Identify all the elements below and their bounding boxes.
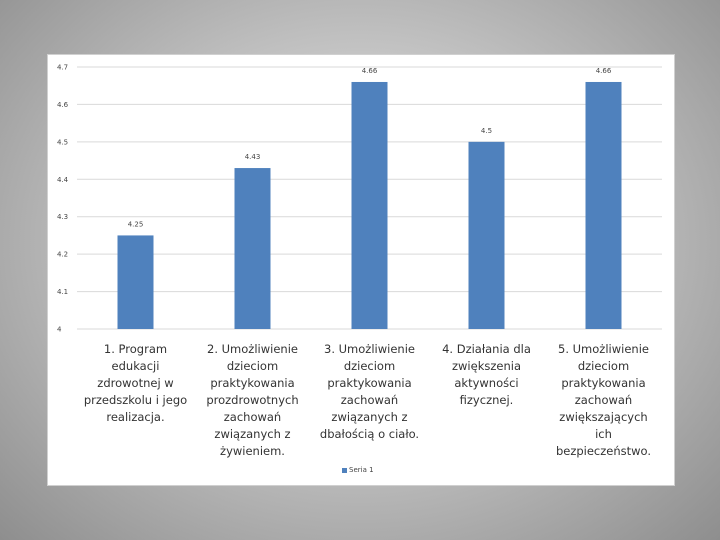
bar [117,235,154,329]
category-label: 2. Umożliwienie dzieciom praktykowania p… [206,342,299,458]
category-label: 3. Umożliwienie dzieciom praktykowania z… [319,342,420,441]
legend-swatch [342,467,347,473]
bar-chart: 4 4.1 4.2 4.3 4.4 4.5 4.6 4.7 4.25 4.43 4.66 4.5 4.6… [57,64,662,334]
bar [234,168,271,329]
y-tick-label: 4.1 [57,288,68,296]
y-tick-label: 4 [57,326,62,334]
y-tick-label: 4.2 [57,251,68,259]
y-tick-label: 4.6 [57,101,69,109]
data-label: 4.5 [481,127,492,135]
bar [468,141,505,329]
data-label: 4.25 [128,220,144,228]
data-label: 4.66 [362,67,378,75]
data-label: 4.43 [245,153,261,161]
bar [351,81,388,329]
legend: Seria 1 [342,466,374,474]
data-label: 4.66 [596,67,612,75]
category-label: 1. Program edukacji zdrowotnej w przedsz… [83,342,188,424]
y-tick-label: 4.3 [57,213,68,221]
category-label: 4. Działania dla zwiększenia aktywności … [442,342,531,407]
legend-label: Seria 1 [349,466,374,474]
y-tick-label: 4.7 [57,64,68,72]
y-tick-label: 4.5 [57,138,68,146]
category-label: 5. Umożliwienie dzieciom praktykowania z… [555,342,652,458]
bar [585,81,622,329]
y-tick-label: 4.4 [57,176,69,184]
chart-panel: 4 4.1 4.2 4.3 4.4 4.5 4.6 4.7 4.25 4.43 4.66 4.5 4.6… [47,54,675,486]
